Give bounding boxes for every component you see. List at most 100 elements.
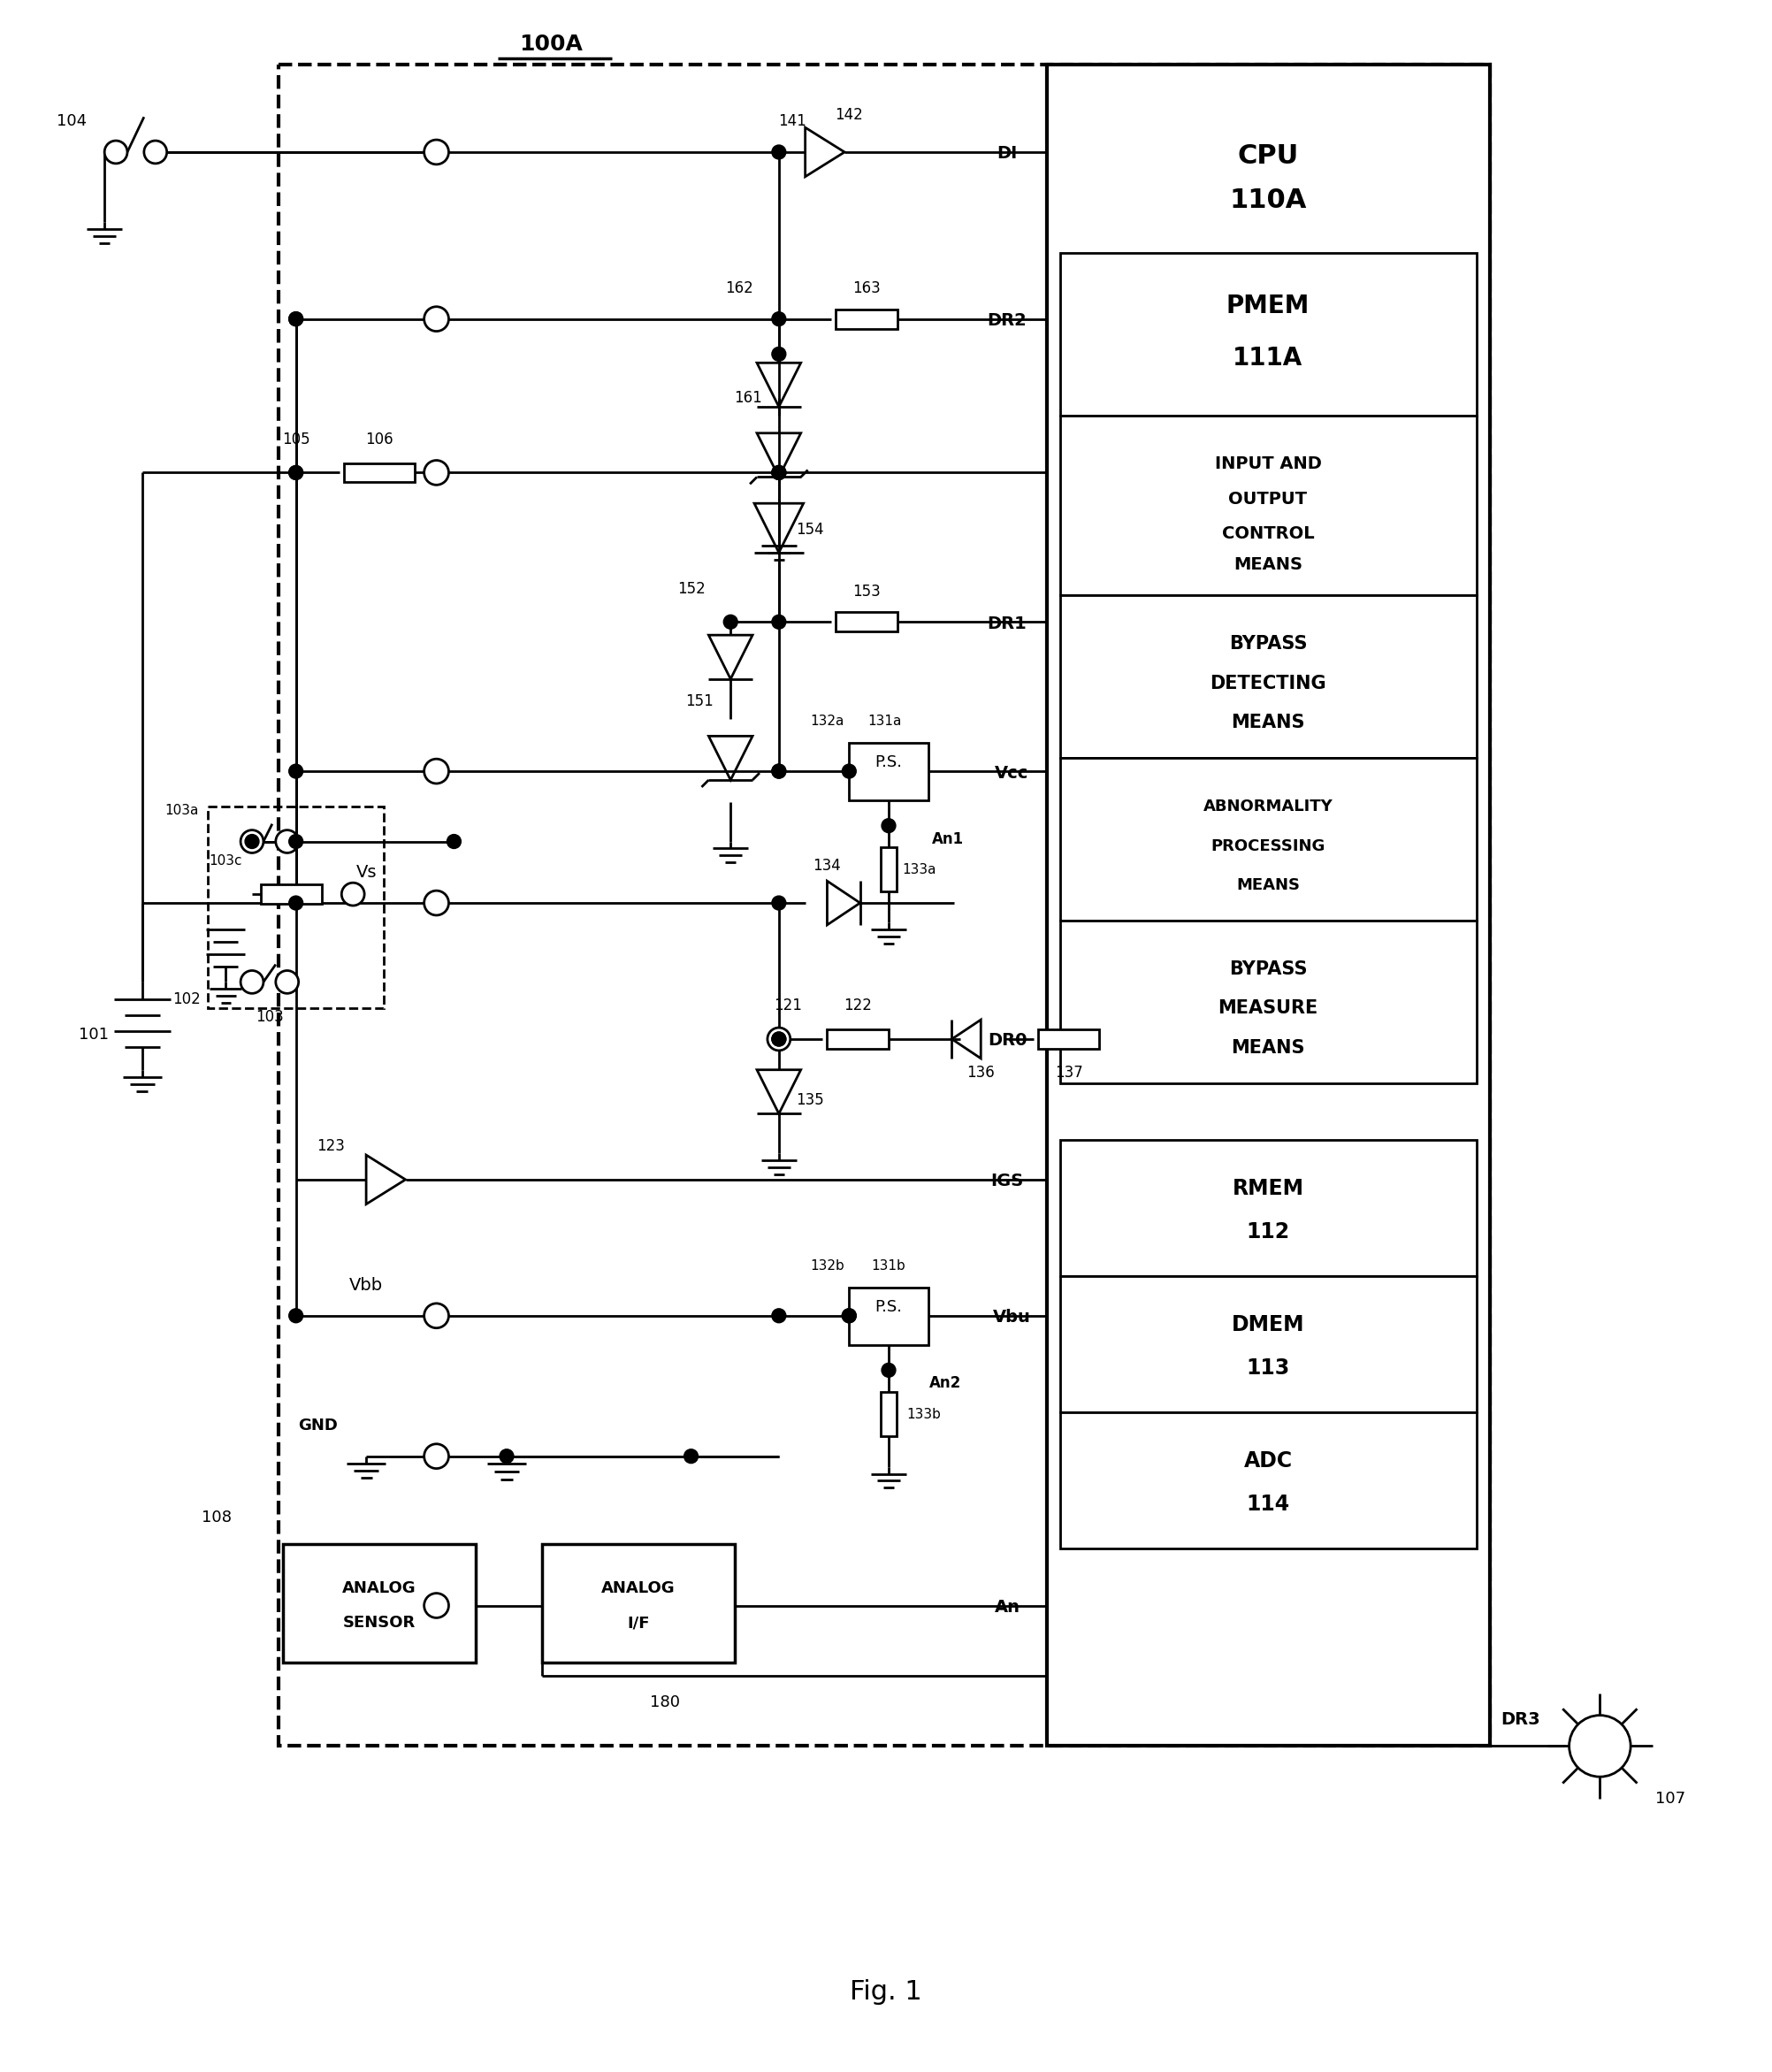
Text: 163: 163 (852, 280, 881, 296)
Text: 102: 102 (172, 992, 200, 1007)
Bar (542, 1544, 735, 1662)
Text: RMEM: RMEM (1232, 1177, 1304, 1200)
Circle shape (773, 615, 787, 630)
Text: P.S.: P.S. (875, 754, 902, 771)
Text: 101: 101 (80, 1028, 110, 1042)
Text: Vs: Vs (356, 864, 377, 881)
Text: 153: 153 (852, 582, 881, 599)
Circle shape (882, 1363, 895, 1378)
Circle shape (289, 466, 303, 479)
Bar (1060, 595, 1478, 758)
Circle shape (447, 835, 461, 850)
Circle shape (424, 1444, 448, 1469)
Text: An: An (994, 1600, 1021, 1616)
Bar (207, 806, 385, 1009)
Circle shape (144, 141, 167, 164)
Text: MEASURE: MEASURE (1217, 999, 1318, 1017)
Bar (1060, 1276, 1478, 1413)
Text: OUTPUT: OUTPUT (1228, 491, 1308, 508)
Circle shape (276, 970, 298, 992)
Text: I/F: I/F (627, 1614, 650, 1631)
Circle shape (289, 466, 303, 479)
Circle shape (424, 460, 448, 485)
Text: 136: 136 (968, 1065, 994, 1080)
Circle shape (773, 313, 787, 325)
Circle shape (500, 1448, 514, 1463)
Text: ADC: ADC (1244, 1450, 1292, 1471)
Text: 122: 122 (843, 999, 872, 1013)
Text: BYPASS: BYPASS (1228, 959, 1308, 978)
Bar (849, 744, 929, 800)
Text: 154: 154 (796, 522, 824, 537)
Circle shape (842, 1310, 856, 1322)
Text: 151: 151 (686, 692, 714, 709)
Circle shape (773, 895, 787, 910)
Text: 132b: 132b (810, 1260, 843, 1272)
Circle shape (342, 883, 365, 905)
Circle shape (289, 313, 303, 325)
Text: 111A: 111A (1233, 346, 1302, 371)
Text: IGS: IGS (991, 1173, 1024, 1189)
Circle shape (241, 970, 264, 992)
Text: BYPASS: BYPASS (1228, 634, 1308, 653)
Circle shape (424, 891, 448, 916)
Text: 104: 104 (57, 114, 87, 128)
Circle shape (882, 818, 895, 833)
Text: An2: An2 (930, 1376, 962, 1390)
Bar (1047, 64, 1490, 1747)
Text: ANALOG: ANALOG (601, 1581, 675, 1595)
Circle shape (424, 139, 448, 164)
Text: 106: 106 (365, 431, 393, 448)
Text: DMEM: DMEM (1232, 1314, 1304, 1334)
Circle shape (424, 1303, 448, 1328)
Circle shape (241, 831, 264, 854)
Text: An1: An1 (932, 831, 964, 847)
Text: 137: 137 (1054, 1065, 1083, 1080)
Text: 121: 121 (774, 999, 801, 1013)
Circle shape (289, 313, 303, 325)
Text: 141: 141 (778, 114, 806, 128)
Circle shape (842, 1310, 856, 1322)
Text: INPUT AND: INPUT AND (1214, 456, 1322, 472)
Circle shape (773, 765, 787, 779)
Circle shape (773, 466, 787, 479)
Text: 131b: 131b (872, 1260, 905, 1272)
Bar (1060, 1413, 1478, 1548)
Text: DR0: DR0 (987, 1032, 1026, 1048)
Circle shape (276, 831, 298, 854)
Bar (881, 847, 897, 891)
Text: 113: 113 (1246, 1357, 1290, 1380)
Text: PROCESSING: PROCESSING (1210, 837, 1325, 854)
Circle shape (424, 1593, 448, 1618)
Bar (260, 885, 323, 903)
Circle shape (684, 1448, 698, 1463)
Text: 135: 135 (796, 1092, 824, 1109)
Text: Vcc: Vcc (994, 765, 1028, 781)
Bar (284, 1544, 477, 1662)
Bar (881, 1392, 897, 1436)
Text: 103a: 103a (165, 804, 198, 816)
Circle shape (773, 466, 787, 479)
Text: 142: 142 (835, 108, 863, 122)
Text: 112: 112 (1246, 1222, 1290, 1243)
Bar (1060, 920, 1478, 1084)
Text: 100A: 100A (519, 33, 583, 54)
Circle shape (289, 1310, 303, 1322)
Circle shape (289, 765, 303, 779)
Text: 132a: 132a (810, 715, 843, 727)
Text: ABNORMALITY: ABNORMALITY (1203, 798, 1333, 814)
Text: DETECTING: DETECTING (1210, 675, 1325, 692)
Text: DR2: DR2 (987, 313, 1028, 329)
Circle shape (842, 765, 856, 779)
Circle shape (245, 835, 259, 850)
Circle shape (773, 346, 787, 361)
Text: 133a: 133a (902, 862, 936, 876)
Text: 161: 161 (734, 390, 762, 406)
Bar (836, 309, 897, 329)
Circle shape (773, 145, 787, 160)
Text: CPU: CPU (1237, 143, 1299, 170)
Text: PMEM: PMEM (1226, 294, 1310, 319)
Text: 152: 152 (677, 580, 705, 597)
Bar (1060, 1140, 1478, 1276)
Circle shape (424, 307, 448, 332)
